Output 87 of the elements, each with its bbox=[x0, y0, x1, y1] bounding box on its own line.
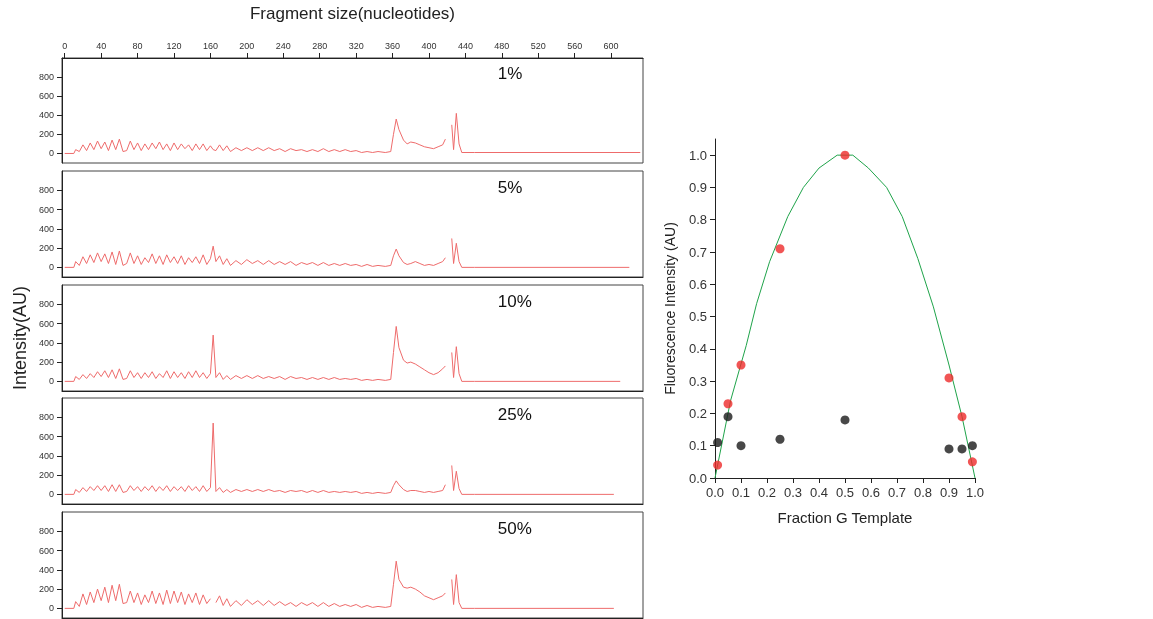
x-tick-label: 1.0 bbox=[965, 485, 985, 500]
point bbox=[957, 444, 967, 454]
y-tick-label: 0.0 bbox=[688, 470, 707, 486]
x-tick-label: 80 bbox=[132, 40, 143, 51]
x-axis-title: Fraction G Template bbox=[777, 509, 913, 526]
point bbox=[736, 441, 746, 451]
y-tick-label: 0.3 bbox=[688, 373, 707, 389]
point bbox=[840, 150, 850, 160]
y-tick-label: 600 bbox=[38, 91, 54, 102]
point bbox=[840, 415, 850, 425]
point bbox=[967, 457, 977, 467]
y-tick-label: 400 bbox=[38, 110, 54, 121]
y-axis-title: Intensity(AU) bbox=[10, 285, 30, 391]
x-tick-label: 440 bbox=[457, 40, 473, 51]
annotation: 1% bbox=[497, 64, 523, 83]
y-tick-label: 800 bbox=[38, 412, 54, 423]
point bbox=[944, 444, 954, 454]
x-tick-label: 0 bbox=[62, 40, 68, 51]
x-tick-label: 40 bbox=[96, 40, 107, 51]
y-tick-label: 400 bbox=[38, 337, 54, 348]
point bbox=[713, 460, 723, 470]
x-tick-label: 0.2 bbox=[757, 485, 777, 500]
annotation: 25% bbox=[497, 405, 532, 424]
y-tick-label: 200 bbox=[38, 129, 54, 140]
x-tick-label: 0.5 bbox=[835, 485, 855, 500]
y-tick-label: 600 bbox=[38, 545, 54, 556]
x-tick-label: 320 bbox=[348, 40, 364, 51]
x-tick-label: 0.3 bbox=[783, 485, 803, 500]
x-tick-label: 160 bbox=[202, 40, 218, 51]
y-tick-label: 1.0 bbox=[688, 147, 707, 163]
y-tick-label: 400 bbox=[38, 450, 54, 461]
x-tick-label: 200 bbox=[239, 40, 255, 51]
y-tick-label: 0.5 bbox=[688, 309, 707, 325]
x-tick-label: 560 bbox=[567, 40, 583, 51]
x-axis-title: Fragment size(nucleotides) bbox=[249, 4, 456, 23]
x-tick-label: 0.4 bbox=[809, 485, 829, 500]
x-tick-label: 0.7 bbox=[887, 485, 907, 500]
y-tick-label: 0 bbox=[48, 148, 54, 159]
y-tick-label: 0 bbox=[48, 603, 54, 614]
y-tick-label: 400 bbox=[38, 564, 54, 575]
y-tick-label: 800 bbox=[38, 72, 54, 83]
annotation: 10% bbox=[497, 292, 532, 311]
point bbox=[723, 412, 733, 422]
x-tick-label: 0.9 bbox=[939, 485, 959, 500]
point bbox=[944, 373, 954, 383]
y-tick-label: 200 bbox=[38, 470, 54, 481]
y-tick-label: 200 bbox=[38, 584, 54, 595]
y-tick-label: 0.9 bbox=[688, 179, 707, 195]
point bbox=[775, 244, 785, 254]
x-tick-label: 600 bbox=[603, 40, 619, 51]
y-tick-label: 600 bbox=[38, 431, 54, 442]
y-tick-label: 200 bbox=[38, 357, 54, 368]
y-tick-label: 800 bbox=[38, 185, 54, 196]
y-tick-label: 0 bbox=[48, 376, 54, 387]
point bbox=[775, 434, 785, 444]
point bbox=[713, 437, 723, 447]
y-tick-label: 0.2 bbox=[688, 405, 707, 421]
y-tick-label: 0.7 bbox=[688, 244, 707, 260]
y-tick-label: 800 bbox=[38, 299, 54, 310]
x-tick-label: 400 bbox=[421, 40, 437, 51]
x-tick-label: 0.6 bbox=[861, 485, 881, 500]
y-tick-label: 600 bbox=[38, 318, 54, 329]
y-tick-label: 0 bbox=[48, 262, 54, 273]
x-tick-label: 0.0 bbox=[705, 485, 725, 500]
x-tick-label: 280 bbox=[312, 40, 328, 51]
y-tick-label: 800 bbox=[38, 526, 54, 537]
point bbox=[736, 360, 746, 370]
x-tick-label: 0.8 bbox=[913, 485, 933, 500]
y-tick-label: 400 bbox=[38, 223, 54, 234]
x-tick-label: 0.1 bbox=[731, 485, 751, 500]
y-axis-title: Fluorescence Intensity (AU) bbox=[662, 222, 678, 395]
point bbox=[957, 412, 967, 422]
x-tick-label: 120 bbox=[166, 40, 182, 51]
x-tick-label: 520 bbox=[530, 40, 546, 51]
annotation: 50% bbox=[497, 519, 532, 538]
x-tick-label: 240 bbox=[275, 40, 291, 51]
y-tick-label: 0.8 bbox=[688, 212, 707, 228]
x-tick-label: 480 bbox=[494, 40, 510, 51]
x-tick-label: 360 bbox=[385, 40, 401, 51]
y-tick-label: 0.4 bbox=[688, 341, 707, 357]
y-tick-label: 0.6 bbox=[688, 276, 707, 292]
point bbox=[967, 441, 977, 451]
y-tick-label: 200 bbox=[38, 243, 54, 254]
point bbox=[723, 399, 733, 409]
y-tick-label: 600 bbox=[38, 204, 54, 215]
annotation: 5% bbox=[497, 178, 523, 197]
y-tick-label: 0.1 bbox=[688, 438, 707, 454]
